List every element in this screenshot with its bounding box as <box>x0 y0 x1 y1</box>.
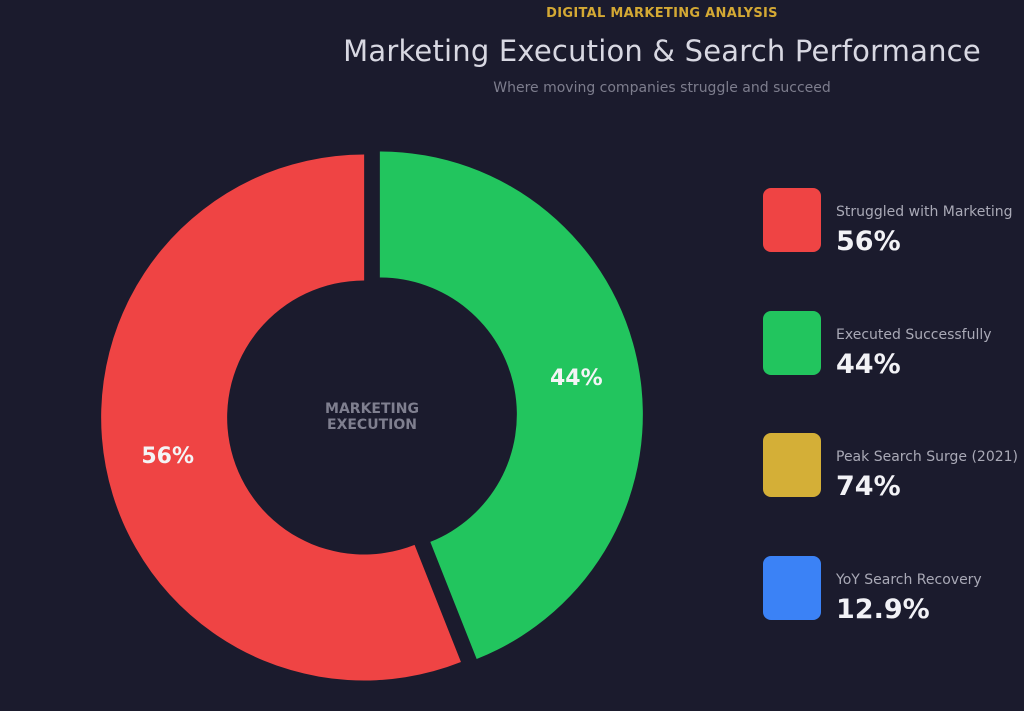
legend-value: 12.9% <box>836 594 930 625</box>
legend-label: Struggled with Marketing <box>836 204 1013 220</box>
legend-label: Peak Search Surge (2021) <box>836 449 1019 465</box>
donut-slice-labels: 44% 56% <box>141 366 602 469</box>
legend-label: Executed Successfully <box>836 327 992 343</box>
legend-item-struggled: Struggled with Marketing 56% <box>763 188 1018 258</box>
chart-subtitle: Where moving companies struggle and succ… <box>493 80 831 96</box>
legend-value: 74% <box>836 471 901 502</box>
legend-swatch <box>763 556 821 620</box>
legend-item-peak-search: Peak Search Surge (2021) 74% <box>763 433 1018 503</box>
slice-executed-successfully <box>379 151 643 660</box>
slice-struggled-with-marketing <box>101 154 461 681</box>
chart-kicker: DIGITAL MARKETING ANALYSIS <box>546 6 778 21</box>
center-label-line-1: MARKETING <box>325 401 419 417</box>
chart-title: Marketing Execution & Search Performance <box>343 34 981 68</box>
legend-label: YoY Search Recovery <box>836 572 982 588</box>
legend-swatch <box>763 433 821 497</box>
legend-item-yoy-recovery: YoY Search Recovery 12.9% <box>763 556 1018 626</box>
legend-value: 44% <box>836 349 901 380</box>
legend-swatch <box>763 188 821 252</box>
slice-label: 56% <box>141 444 194 469</box>
legend-item-executed: Executed Successfully 44% <box>763 311 1018 381</box>
legend-swatch <box>763 311 821 375</box>
legend-value: 56% <box>836 226 901 257</box>
center-label-line-2: EXECUTION <box>327 417 417 433</box>
slice-label: 44% <box>550 366 603 391</box>
donut-slices <box>101 151 643 681</box>
